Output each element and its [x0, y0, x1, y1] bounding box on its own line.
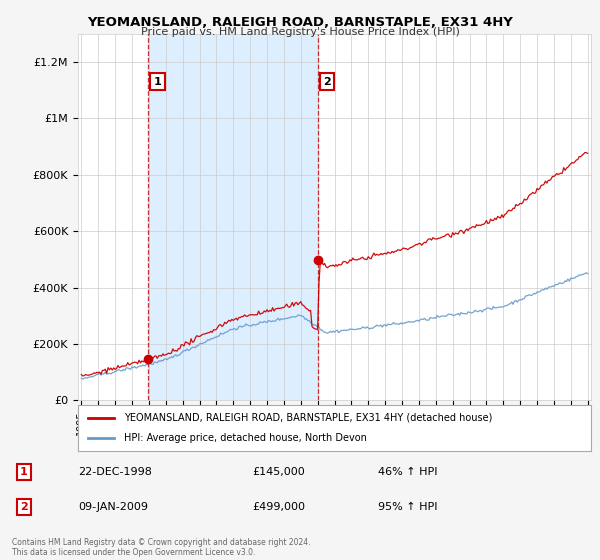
Text: 22-DEC-1998: 22-DEC-1998 — [78, 467, 152, 477]
Text: 46% ↑ HPI: 46% ↑ HPI — [378, 467, 437, 477]
Bar — [148, 34, 318, 400]
Text: 2: 2 — [20, 502, 28, 512]
Text: £145,000: £145,000 — [252, 467, 305, 477]
Text: Price paid vs. HM Land Registry's House Price Index (HPI): Price paid vs. HM Land Registry's House … — [140, 27, 460, 37]
Text: 1: 1 — [154, 77, 161, 87]
Text: YEOMANSLAND, RALEIGH ROAD, BARNSTAPLE, EX31 4HY (detached house): YEOMANSLAND, RALEIGH ROAD, BARNSTAPLE, E… — [124, 413, 493, 423]
Text: Contains HM Land Registry data © Crown copyright and database right 2024.
This d: Contains HM Land Registry data © Crown c… — [12, 538, 311, 557]
Text: 09-JAN-2009: 09-JAN-2009 — [78, 502, 148, 512]
Text: 2: 2 — [323, 77, 331, 87]
Text: HPI: Average price, detached house, North Devon: HPI: Average price, detached house, Nort… — [124, 433, 367, 443]
Text: 1: 1 — [20, 467, 28, 477]
Text: 95% ↑ HPI: 95% ↑ HPI — [378, 502, 437, 512]
Text: YEOMANSLAND, RALEIGH ROAD, BARNSTAPLE, EX31 4HY: YEOMANSLAND, RALEIGH ROAD, BARNSTAPLE, E… — [87, 16, 513, 29]
Text: £499,000: £499,000 — [252, 502, 305, 512]
